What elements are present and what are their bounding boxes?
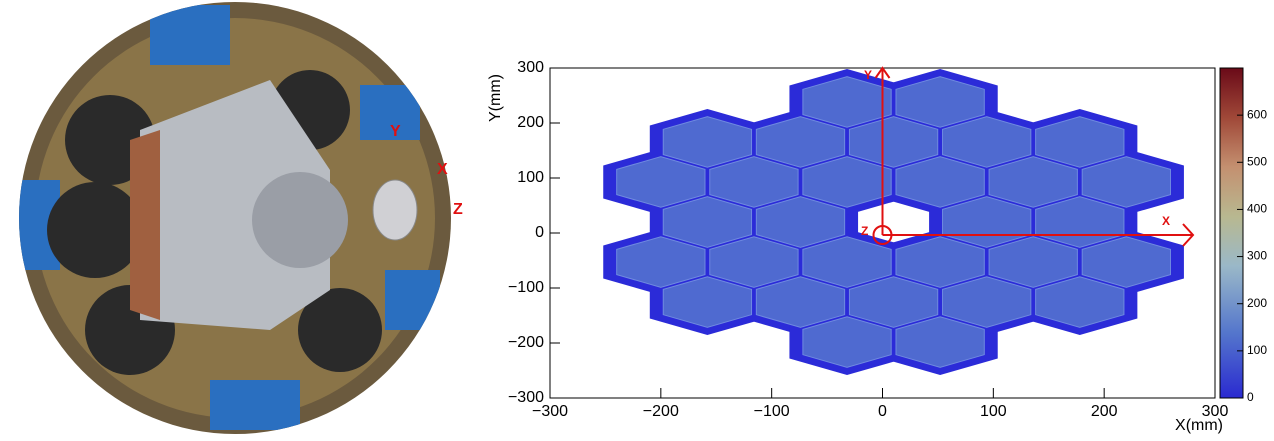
crystal: [988, 236, 1078, 288]
y-tick-label: 300: [517, 59, 544, 76]
arrow-head: [874, 66, 891, 79]
crystal: [802, 236, 892, 288]
colorbar-tick-label: 500: [1247, 154, 1267, 168]
colorbar-tick-label: 200: [1247, 296, 1267, 310]
crystal: [1081, 236, 1171, 288]
y-tick-label: −100: [508, 279, 544, 296]
x-tick-label: −100: [754, 403, 790, 420]
crystal: [1081, 156, 1171, 208]
crystal: [942, 276, 1032, 328]
annotation: Z: [861, 224, 868, 238]
crystal: [848, 276, 939, 328]
crystal: [895, 316, 985, 368]
x-tick-label: 0: [878, 403, 887, 420]
crystal: [802, 316, 892, 368]
crystal: [662, 276, 753, 328]
crystal: [616, 236, 706, 288]
crystal: [662, 116, 753, 168]
x-tick-label: −300: [532, 403, 568, 420]
crystal: [848, 116, 939, 168]
y-tick-label: 200: [517, 114, 544, 131]
y-tick-label: 0: [535, 224, 544, 241]
annotation: X: [1162, 214, 1170, 228]
y-tick-label: −300: [508, 389, 544, 406]
photo-label: X: [437, 161, 448, 178]
crystal: [942, 116, 1032, 168]
colorbar-tick-label: 400: [1247, 202, 1267, 216]
z-marker: [872, 225, 893, 245]
crystal: [895, 76, 985, 128]
crystal: [709, 156, 799, 208]
y-tick-label: −200: [508, 334, 544, 351]
y-tick-label: 100: [517, 169, 544, 186]
crystal: [662, 196, 753, 248]
colorbar-tick-label: 600: [1247, 107, 1267, 121]
crystal: [802, 156, 892, 208]
crystal: [895, 156, 985, 208]
photo-label: Z: [453, 201, 463, 218]
x-tick-label: −200: [643, 403, 679, 420]
crystal: [755, 196, 846, 248]
crystal: [709, 236, 799, 288]
colorbar-tick-label: 100: [1247, 343, 1267, 357]
arrow-head: [1182, 223, 1195, 247]
annotation: Y: [864, 68, 872, 82]
x-axis-label: X(mm): [1175, 417, 1223, 434]
crystal: [1035, 276, 1125, 328]
crystal: [1035, 116, 1125, 168]
crystal: [616, 156, 706, 208]
x-tick-label: 300: [1202, 403, 1229, 420]
crystal: [755, 116, 846, 168]
detector-photo: [19, 2, 451, 434]
y-axis-label: Y(mm): [487, 74, 504, 122]
crystal: [895, 236, 985, 288]
x-tick-label: 200: [1091, 403, 1118, 420]
colorbar-tick-label: 0: [1247, 390, 1254, 404]
crystal: [755, 276, 846, 328]
photo-label: Y: [390, 123, 401, 140]
colorbar-tick-label: 300: [1247, 249, 1267, 263]
colorbar: [1219, 67, 1244, 399]
x-tick-label: 100: [980, 403, 1007, 420]
crystal: [988, 156, 1078, 208]
crystal: [802, 76, 892, 128]
